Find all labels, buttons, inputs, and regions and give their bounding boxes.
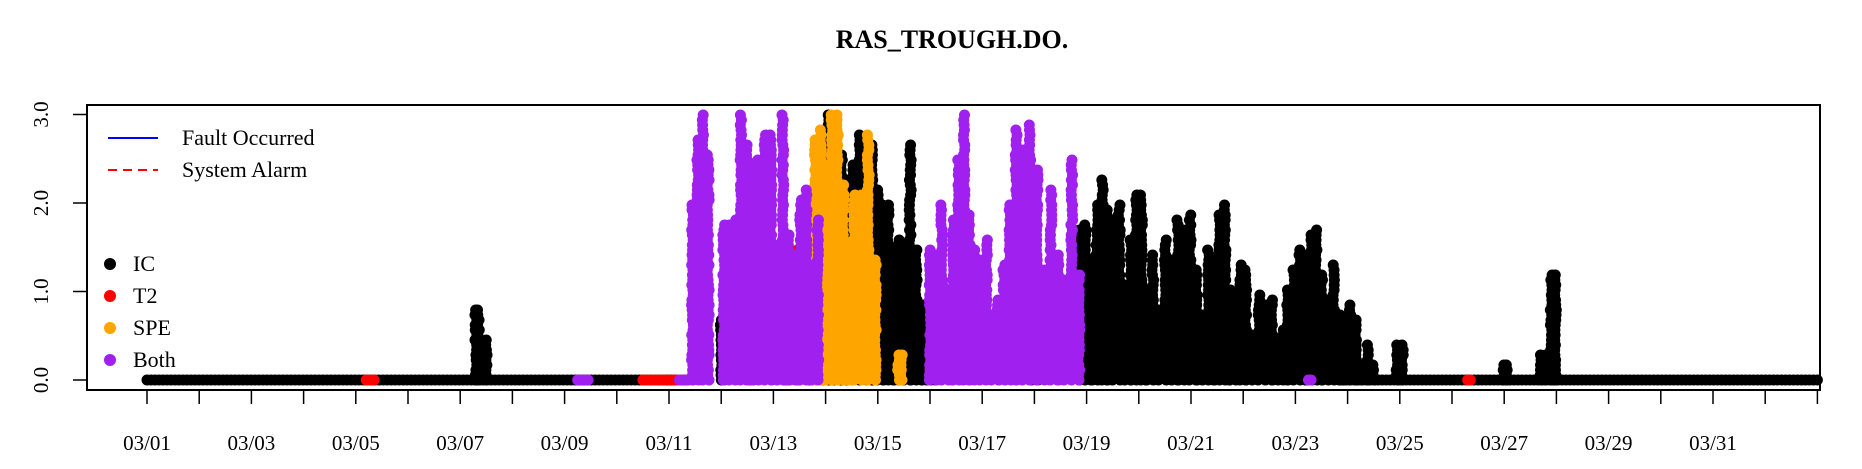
- data-point: [1316, 269, 1328, 281]
- data-point: [1096, 174, 1108, 186]
- data-point: [1327, 259, 1339, 271]
- data-point: [1171, 214, 1183, 226]
- data-point: [765, 144, 777, 156]
- data-points: [141, 109, 1823, 386]
- data-point: [853, 129, 865, 141]
- data-point: [882, 199, 894, 211]
- data-point: [911, 244, 923, 256]
- data-point: [582, 374, 594, 386]
- data-point: [861, 129, 873, 141]
- data-point: [701, 149, 713, 161]
- data-point: [838, 179, 850, 191]
- data-point: [1202, 244, 1214, 256]
- data-point: [1500, 359, 1512, 371]
- data-point: [905, 139, 917, 151]
- data-point: [472, 304, 484, 316]
- chart-title: RAS_TROUGH.DO.: [836, 25, 1069, 54]
- data-point: [1311, 224, 1323, 236]
- data-point: [1239, 264, 1251, 276]
- data-point: [1134, 189, 1146, 201]
- data-point: [1101, 204, 1113, 216]
- data-point: [1254, 289, 1266, 301]
- data-point: [814, 124, 826, 136]
- series-both: [572, 109, 1317, 386]
- data-point: [869, 254, 881, 266]
- data-point: [480, 334, 492, 346]
- data-point: [1367, 359, 1379, 371]
- data-point: [1079, 219, 1091, 231]
- data-point: [1350, 314, 1362, 326]
- data-point: [1396, 339, 1408, 351]
- data-point: [812, 214, 824, 226]
- data-point: [1190, 264, 1202, 276]
- data-point: [1219, 199, 1231, 211]
- data-point: [981, 234, 993, 246]
- data-point: [831, 109, 843, 121]
- data-point: [741, 139, 753, 151]
- data-point: [958, 109, 970, 121]
- data-point: [1266, 294, 1278, 306]
- data-point: [734, 109, 746, 121]
- data-point: [1344, 299, 1356, 311]
- data-point: [1114, 199, 1126, 211]
- data-point: [1811, 374, 1823, 386]
- data-point: [783, 229, 795, 241]
- data-point: [935, 199, 947, 211]
- data-point: [800, 184, 812, 196]
- data-point: [1361, 339, 1373, 351]
- data-point: [963, 209, 975, 221]
- data-point: [969, 244, 981, 256]
- data-point: [1160, 234, 1172, 246]
- data-point: [1239, 319, 1251, 331]
- data-point: [697, 109, 709, 121]
- data-point: [776, 109, 788, 121]
- data-point: [872, 184, 884, 196]
- data-point: [1185, 209, 1197, 221]
- data-point: [368, 374, 380, 386]
- data-point: [1549, 269, 1561, 281]
- data-point: [896, 349, 908, 361]
- data-point: [1464, 374, 1476, 386]
- data-point: [1147, 249, 1159, 261]
- data-point: [764, 129, 776, 141]
